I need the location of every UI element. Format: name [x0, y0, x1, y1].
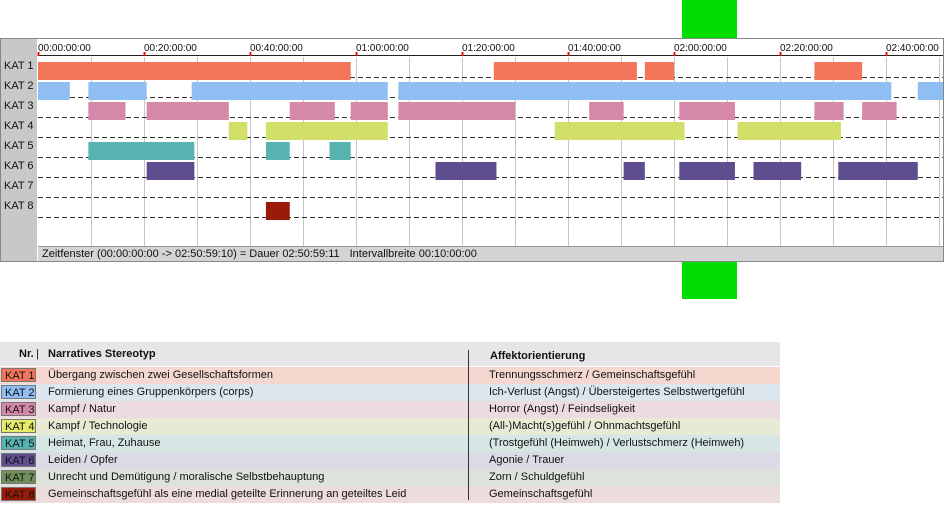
- category-label: KAT 8: [4, 200, 34, 212]
- legend-swatch: KAT 6: [1, 453, 36, 467]
- timeline-segment: [191, 82, 388, 100]
- timeline-segment: [146, 162, 195, 180]
- legend-row: KAT 4 Kampf / Technologie (All-)Macht(s)ge…: [0, 418, 780, 435]
- timeline-segment: [814, 62, 863, 80]
- legend-affekt: Zorn / Schuldgefühl: [489, 471, 585, 483]
- category-label: KAT 2: [4, 80, 34, 92]
- timeline-segment: [753, 162, 802, 180]
- legend-stereotyp: Kampf / Technologie: [48, 420, 148, 432]
- legend-affekt: Agonie / Trauer: [489, 454, 565, 466]
- legend-swatch: KAT 4: [1, 419, 36, 433]
- legend-swatch: KAT 2: [1, 385, 36, 399]
- legend-row: KAT 7 Unrecht und Demütigung / moralische…: [0, 469, 780, 486]
- legend-row: KAT 3 Kampf / Natur Horror (Angst) / Feind…: [0, 401, 780, 418]
- legend-affekt: Trennungsschmerz / Gemeinschaftsgefühl: [489, 369, 696, 381]
- category-label-strip: KAT 1 KAT 2 KAT 3 KAT 4 KAT 5 KAT 6 KAT …: [1, 39, 37, 261]
- timeline-segment: [228, 122, 248, 140]
- timeline-segment: [398, 102, 515, 120]
- axis-tick-label: 01:00:00:00: [356, 43, 409, 54]
- timeline-segment: [88, 102, 126, 120]
- legend-row: KAT 2 Formierung eines Gruppenkörpers (co…: [0, 384, 780, 401]
- timeline-segment: [398, 82, 892, 100]
- header-affekt: Affektorientierung: [490, 350, 586, 362]
- legend-swatch: KAT 3: [1, 402, 36, 416]
- timeline-segment: [265, 122, 388, 140]
- timeline-segment: [350, 102, 388, 120]
- header-separator: |: [36, 348, 39, 360]
- legend-swatch: KAT 8: [1, 487, 36, 501]
- legend-affekt: Gemeinschaftsgefühl: [489, 488, 593, 500]
- legend-affekt: (All-)Macht(s)gefühl / Ohnmachtsgefühl: [489, 420, 681, 432]
- timeline-segment: [493, 62, 637, 80]
- timeline-segment: [623, 162, 645, 180]
- interval-width-text: Intervallbreite 00:10:00:00: [349, 248, 477, 260]
- time-window-text: Zeitfenster (00:00:00:00 -> 02:50:59:10)…: [42, 248, 340, 260]
- legend-swatch: KAT 7: [1, 470, 36, 484]
- axis-tick-label: 00:20:00:00: [144, 43, 197, 54]
- legend-row: KAT 6 Leiden / Opfer Agonie / Trauer: [0, 452, 780, 469]
- category-label: KAT 3: [4, 100, 34, 112]
- legend-stereotyp: Leiden / Opfer: [48, 454, 118, 466]
- timeline-segment: [146, 102, 229, 120]
- timeline-segment: [589, 102, 624, 120]
- timeline-segment: [838, 162, 918, 180]
- legend-stereotyp: Heimat, Frau, Zuhause: [48, 437, 161, 449]
- axis-tick-label: 02:40:00:00: [886, 43, 939, 54]
- timeline-plot: 00:00:00:00 00:20:00:00 00:40:00:00 01:00:0…: [37, 43, 943, 246]
- timeline-segment: [265, 142, 290, 160]
- header-stereotyp: Narratives Stereotyp: [48, 348, 156, 360]
- legend-row: KAT 8 Gemeinschaftsgefühl als eine medial…: [0, 486, 780, 503]
- column-divider: [468, 350, 469, 500]
- category-label: KAT 6: [4, 160, 34, 172]
- timeline-segment: [679, 162, 735, 180]
- timeline-segment: [737, 122, 841, 140]
- timeline-segment: [917, 82, 943, 100]
- legend-stereotyp: Kampf / Natur: [48, 403, 116, 415]
- axis-tick-label: 00:00:00:00: [38, 43, 91, 54]
- legend-affekt: Horror (Angst) / Feindseligkeit: [489, 403, 636, 415]
- legend-stereotyp: Übergang zwischen zwei Gesellschaftsform…: [48, 369, 273, 381]
- category-label: KAT 5: [4, 140, 34, 152]
- category-label: KAT 1: [4, 60, 34, 72]
- timeline-segment: [265, 202, 290, 220]
- legend-swatch: KAT 5: [1, 436, 36, 450]
- status-bar: Zeitfenster (00:00:00:00 -> 02:50:59:10)…: [38, 246, 943, 261]
- legend-row: KAT 1 Übergang zwischen zwei Gesellschaft…: [0, 367, 780, 384]
- legend-affekt: (Trostgefühl (Heimweh) / Verlustschmerz …: [489, 437, 745, 449]
- legend-stereotyp: Unrecht und Demütigung / moralische Selb…: [48, 471, 325, 483]
- category-label: KAT 4: [4, 120, 34, 132]
- timeline-segment: [862, 102, 897, 120]
- timeline-segment: [38, 62, 351, 80]
- timeline-segment: [289, 102, 335, 120]
- axis-tick-label: 01:40:00:00: [568, 43, 621, 54]
- legend-stereotyp: Formierung eines Gruppenkörpers (corps): [48, 386, 254, 398]
- timeline-segment: [644, 62, 674, 80]
- timeline-segment: [38, 82, 70, 100]
- legend-swatch: KAT 1: [1, 368, 36, 382]
- category-legend-table: Nr. | Narratives Stereotyp Affektorienti…: [0, 342, 780, 508]
- timeline-chart: KAT 1 KAT 2 KAT 3 KAT 4 KAT 5 KAT 6 KAT …: [0, 38, 944, 262]
- category-label: KAT 7: [4, 180, 34, 192]
- axis-tick-label: 02:00:00:00: [674, 43, 727, 54]
- legend-stereotyp: Gemeinschaftsgefühl als eine medial gete…: [48, 488, 407, 500]
- legend-affekt: Ich-Verlust (Angst) / Übersteigertes Sel…: [489, 386, 745, 398]
- timeline-segment: [679, 102, 735, 120]
- axis-tick-label: 01:20:00:00: [462, 43, 515, 54]
- axis-tick-label: 02:20:00:00: [780, 43, 833, 54]
- timeline-segment: [88, 142, 195, 160]
- timeline-segment: [435, 162, 497, 180]
- legend-row: KAT 5 Heimat, Frau, Zuhause (Trostgefühl (…: [0, 435, 780, 452]
- legend-header: Nr. | Narratives Stereotyp Affektorienti…: [0, 342, 780, 366]
- header-nr: Nr.: [19, 348, 34, 360]
- timeline-segment: [814, 102, 844, 120]
- axis-tick-label: 00:40:00:00: [250, 43, 303, 54]
- timeline-segment: [554, 122, 685, 140]
- timeline-segment: [329, 142, 351, 160]
- timeline-segment: [88, 82, 147, 100]
